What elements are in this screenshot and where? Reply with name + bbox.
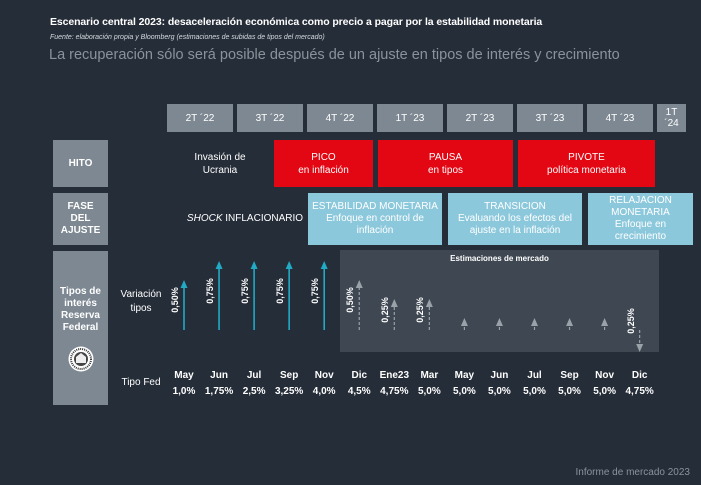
- month-label: Jul: [246, 370, 262, 381]
- transicion-title: TRANSICION: [484, 201, 546, 212]
- shock-rest: INFLACIONARIO: [222, 213, 304, 224]
- federal-reserve-seal-icon: [68, 346, 93, 372]
- arrow-up-icon: [495, 318, 503, 326]
- quarter-header: 1T ´23: [377, 104, 443, 132]
- chart-title: Escenario central 2023: desaceleración e…: [50, 16, 543, 28]
- fed-rate-value: 5,0%: [452, 386, 476, 397]
- quarter-header: 3T ´22: [237, 104, 303, 132]
- subtitle: La recuperación sólo será posible despué…: [49, 47, 620, 63]
- month-label: May: [454, 370, 475, 381]
- month-label: Jul: [527, 370, 542, 381]
- fed-rate-value: 2,5%: [242, 386, 266, 397]
- pausa-title: PAUSA: [428, 151, 463, 163]
- shock-italic: SHOCK: [186, 213, 223, 224]
- pivote-title: PIVOTE: [568, 151, 605, 163]
- estabilidad-title: ESTABILIDAD MONETARIA: [312, 201, 438, 212]
- fed-rate-value: 1,0%: [172, 386, 196, 397]
- quarter-header: 2T ´22: [167, 104, 233, 132]
- arrow-up-icon: [601, 318, 609, 326]
- rate-change-label: 0,75%: [240, 277, 251, 304]
- row-label-hito: HITO: [53, 140, 108, 187]
- rate-change-label: 0,75%: [310, 277, 321, 304]
- month-label: Jun: [210, 370, 228, 381]
- source-note: Fuente: elaboración propia y Bloomberg (…: [50, 34, 325, 41]
- month-label: Ene23: [379, 370, 410, 381]
- fed-rate-value: 4,75%: [625, 386, 654, 397]
- pausa-sub: en tipos: [427, 164, 464, 176]
- fed-rate-value: 4,75%: [380, 386, 409, 397]
- quarter-header: 2T ´23: [447, 104, 513, 132]
- month-label: Nov: [314, 370, 334, 381]
- fed-rate-value: 5,0%: [488, 386, 511, 397]
- arrow-up-icon: [215, 261, 223, 269]
- arrow-up-icon: [285, 261, 293, 269]
- milestone-pausa: PAUSA en tipos: [378, 140, 513, 187]
- rate-change-label: 0,25%: [415, 296, 426, 323]
- quarter-header: 3T ´23: [517, 104, 583, 132]
- month-label: Nov: [595, 370, 615, 381]
- fed-rate-value: 5,0%: [558, 386, 581, 397]
- fed-rate-value: 5,0%: [417, 386, 441, 397]
- arrow-up-icon: [355, 280, 363, 288]
- quarter-header: 4T ´23: [587, 104, 653, 132]
- arrow-up-icon: [460, 318, 468, 326]
- fed-rate-value: 4,5%: [347, 386, 371, 397]
- month-label: Jun: [490, 370, 509, 381]
- month-label: Sep: [560, 370, 579, 381]
- row-label-fase: FASE DEL AJUSTE: [53, 193, 108, 245]
- estabilidad-sub: Enfoque en control de inflación: [326, 213, 424, 236]
- month-label: Mar: [420, 370, 439, 381]
- rate-change-label: 0,50%: [345, 287, 356, 313]
- arrow-up-icon: [180, 280, 188, 288]
- phase-estabilidad: ESTABILIDAD MONETARIA Enfoque en control …: [308, 193, 442, 245]
- quarter-header: 4T ´22: [307, 104, 373, 132]
- fed-rate-value: 5,0%: [593, 386, 616, 397]
- rate-change-label: 0,75%: [275, 277, 286, 304]
- fed-rate-value: 3,25%: [274, 386, 304, 397]
- variacion-label: Variación tipos: [120, 289, 162, 314]
- month-label: Dic: [631, 370, 648, 381]
- milestone-pico: PICO en inflación: [274, 140, 373, 187]
- rate-change-label: 0,25%: [380, 296, 391, 323]
- month-label: May: [174, 370, 194, 381]
- rate-change-label: 0,50%: [170, 287, 180, 313]
- month-label: Sep: [279, 370, 299, 381]
- relajacion-title: RELAJACION MONETARIA: [609, 195, 672, 218]
- tipos-label: Tipos de interés Reserva Federal: [60, 286, 101, 333]
- pico-sub: en inflación: [298, 164, 349, 176]
- market-estimates-box: [340, 250, 659, 352]
- relajacion-sub: Enfoque en crecimiento: [614, 219, 667, 242]
- fed-rate-value: 4,0%: [312, 386, 336, 397]
- invasion-label: Invasión de Ucrania: [194, 152, 246, 176]
- arrow-down-icon: [636, 344, 644, 352]
- arrow-up-icon: [320, 261, 328, 269]
- month-label: Dic: [351, 370, 368, 381]
- arrow-up-icon: [425, 299, 433, 307]
- tipo-fed-label: Tipo Fed: [121, 377, 161, 388]
- quarter-header: 1T ´24: [657, 104, 686, 132]
- footer: Informe de mercado 2023: [575, 467, 690, 478]
- fed-rate-value: 1,75%: [204, 386, 234, 397]
- phase-transicion: TRANSICION Evaluando los efectos del ajus…: [448, 193, 582, 245]
- shock-label: SHOCK INFLACIONARIO: [170, 212, 320, 225]
- rate-change-label: 0,75%: [205, 277, 216, 304]
- arrow-up-icon: [390, 299, 398, 307]
- fed-rate-value: 5,0%: [523, 386, 546, 397]
- phase-relajacion: RELAJACION MONETARIA Enfoque en crecimien…: [588, 193, 693, 245]
- arrow-up-icon: [250, 261, 258, 269]
- market-estimates-label: Estimaciones de mercado: [450, 254, 549, 263]
- pivote-sub: política monetaria: [547, 164, 626, 176]
- arrow-up-icon: [531, 318, 538, 326]
- arrow-up-icon: [566, 318, 574, 326]
- transicion-sub: Evaluando los efectos del ajuste en la i…: [458, 213, 572, 236]
- rate-change-label: 0,25%: [625, 308, 636, 334]
- pico-title: PICO: [311, 151, 336, 163]
- milestone-pivote: PIVOTE política monetaria: [518, 140, 655, 187]
- row-label-tipos: Tipos de interés Reserva Federal: [53, 251, 108, 405]
